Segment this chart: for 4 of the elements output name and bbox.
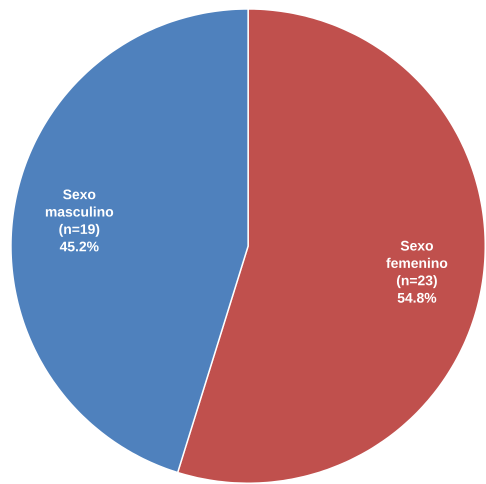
- slice-label: Sexo masculino: [46, 189, 114, 217]
- slice-label: Sexo femenino: [386, 240, 448, 268]
- data-label: (n=19) 45.2%: [59, 224, 100, 252]
- data-label: (n=23) 54.8%: [396, 275, 437, 303]
